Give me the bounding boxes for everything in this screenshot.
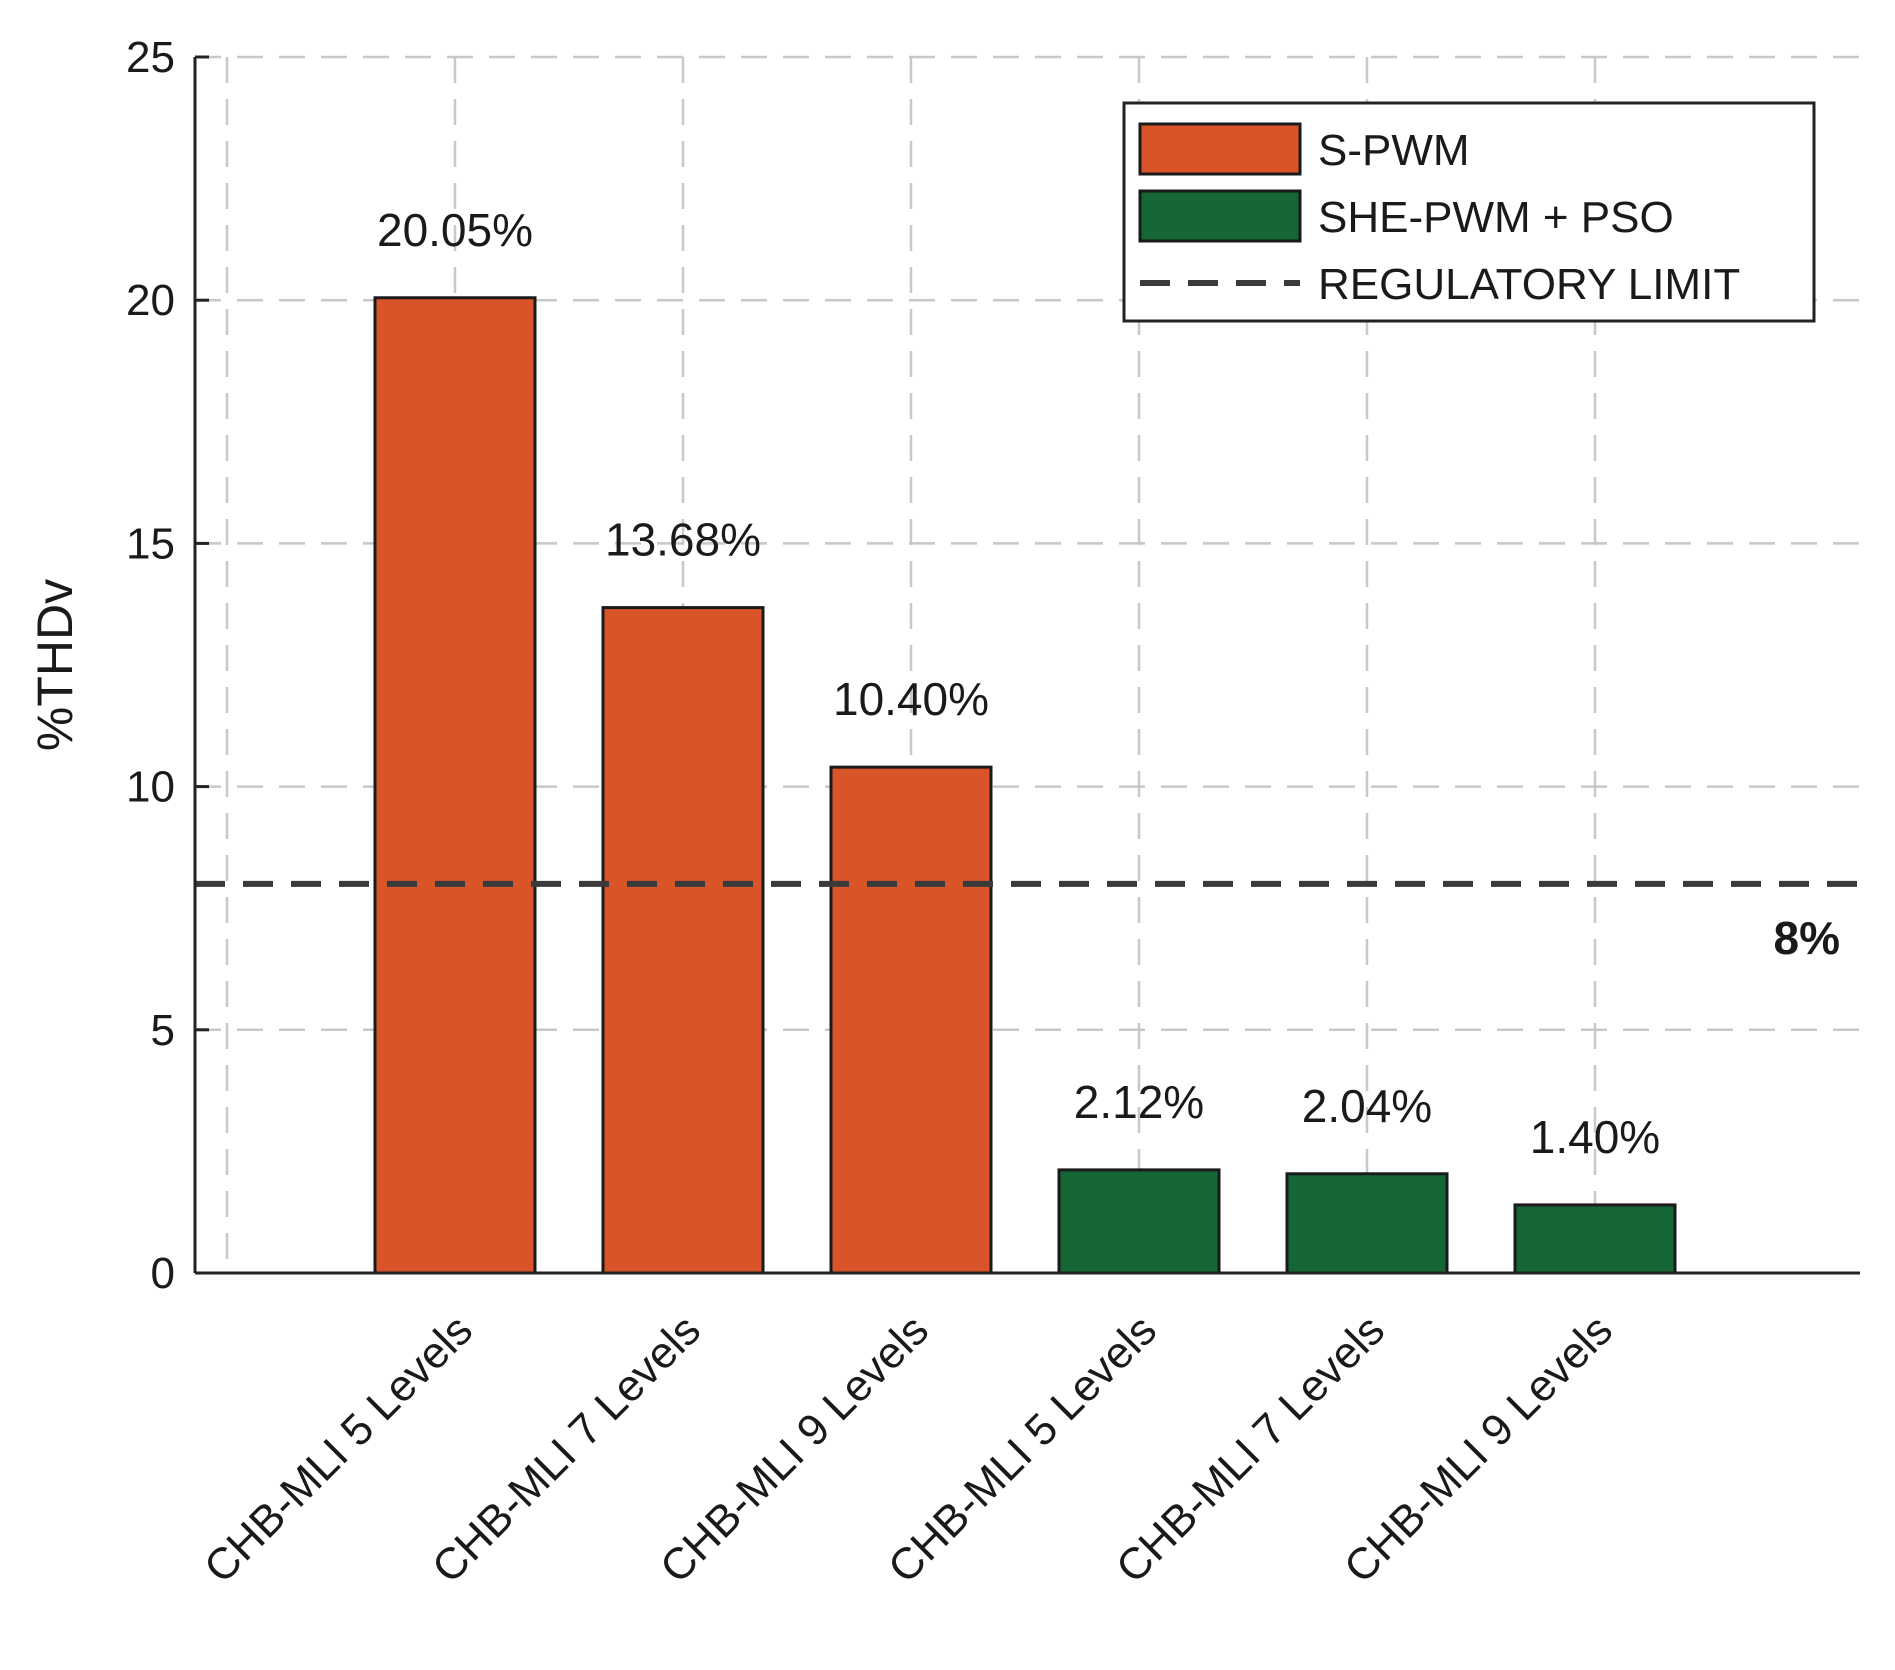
regulatory-limit: 8% <box>195 880 1860 964</box>
bar-spwm <box>601 606 765 1275</box>
bar-value-label: 13.68% <box>605 514 761 566</box>
bar-spwm <box>373 296 537 1275</box>
y-axis-label: %THDv <box>27 579 83 751</box>
bar-spwm <box>829 765 993 1275</box>
bar-she-pwm-pso <box>1513 1203 1677 1275</box>
bar-value-label: 1.40% <box>1530 1111 1660 1163</box>
y-tick-label: 15 <box>126 519 175 568</box>
legend-label: SHE-PWM + PSO <box>1318 193 1674 242</box>
bar-value-label: 10.40% <box>833 673 989 725</box>
regulatory-limit-label: 8% <box>1774 912 1840 964</box>
bar-value-label: 20.05% <box>377 204 533 256</box>
legend: S-PWM SHE-PWM + PSO REGULATORY LIMIT <box>1122 101 1816 323</box>
y-tick-label: 10 <box>126 763 175 812</box>
legend-swatch-spwm <box>1138 122 1302 176</box>
legend-label: REGULATORY LIMIT <box>1318 260 1740 309</box>
y-tick-label: 25 <box>126 33 175 82</box>
y-tick-label: 5 <box>151 1006 175 1055</box>
legend-label: S-PWM <box>1318 126 1470 175</box>
bar-value-label: 2.12% <box>1074 1076 1204 1128</box>
axes <box>193 55 1860 1275</box>
legend-swatch-she-pwm-pso <box>1138 189 1302 243</box>
bar-value-label: 2.04% <box>1302 1080 1432 1132</box>
y-tick-label: 0 <box>151 1249 175 1298</box>
bar-she-pwm-pso <box>1057 1168 1221 1275</box>
bars <box>373 296 1677 1275</box>
bar-she-pwm-pso <box>1285 1172 1449 1275</box>
y-tick-label: 20 <box>126 276 175 325</box>
